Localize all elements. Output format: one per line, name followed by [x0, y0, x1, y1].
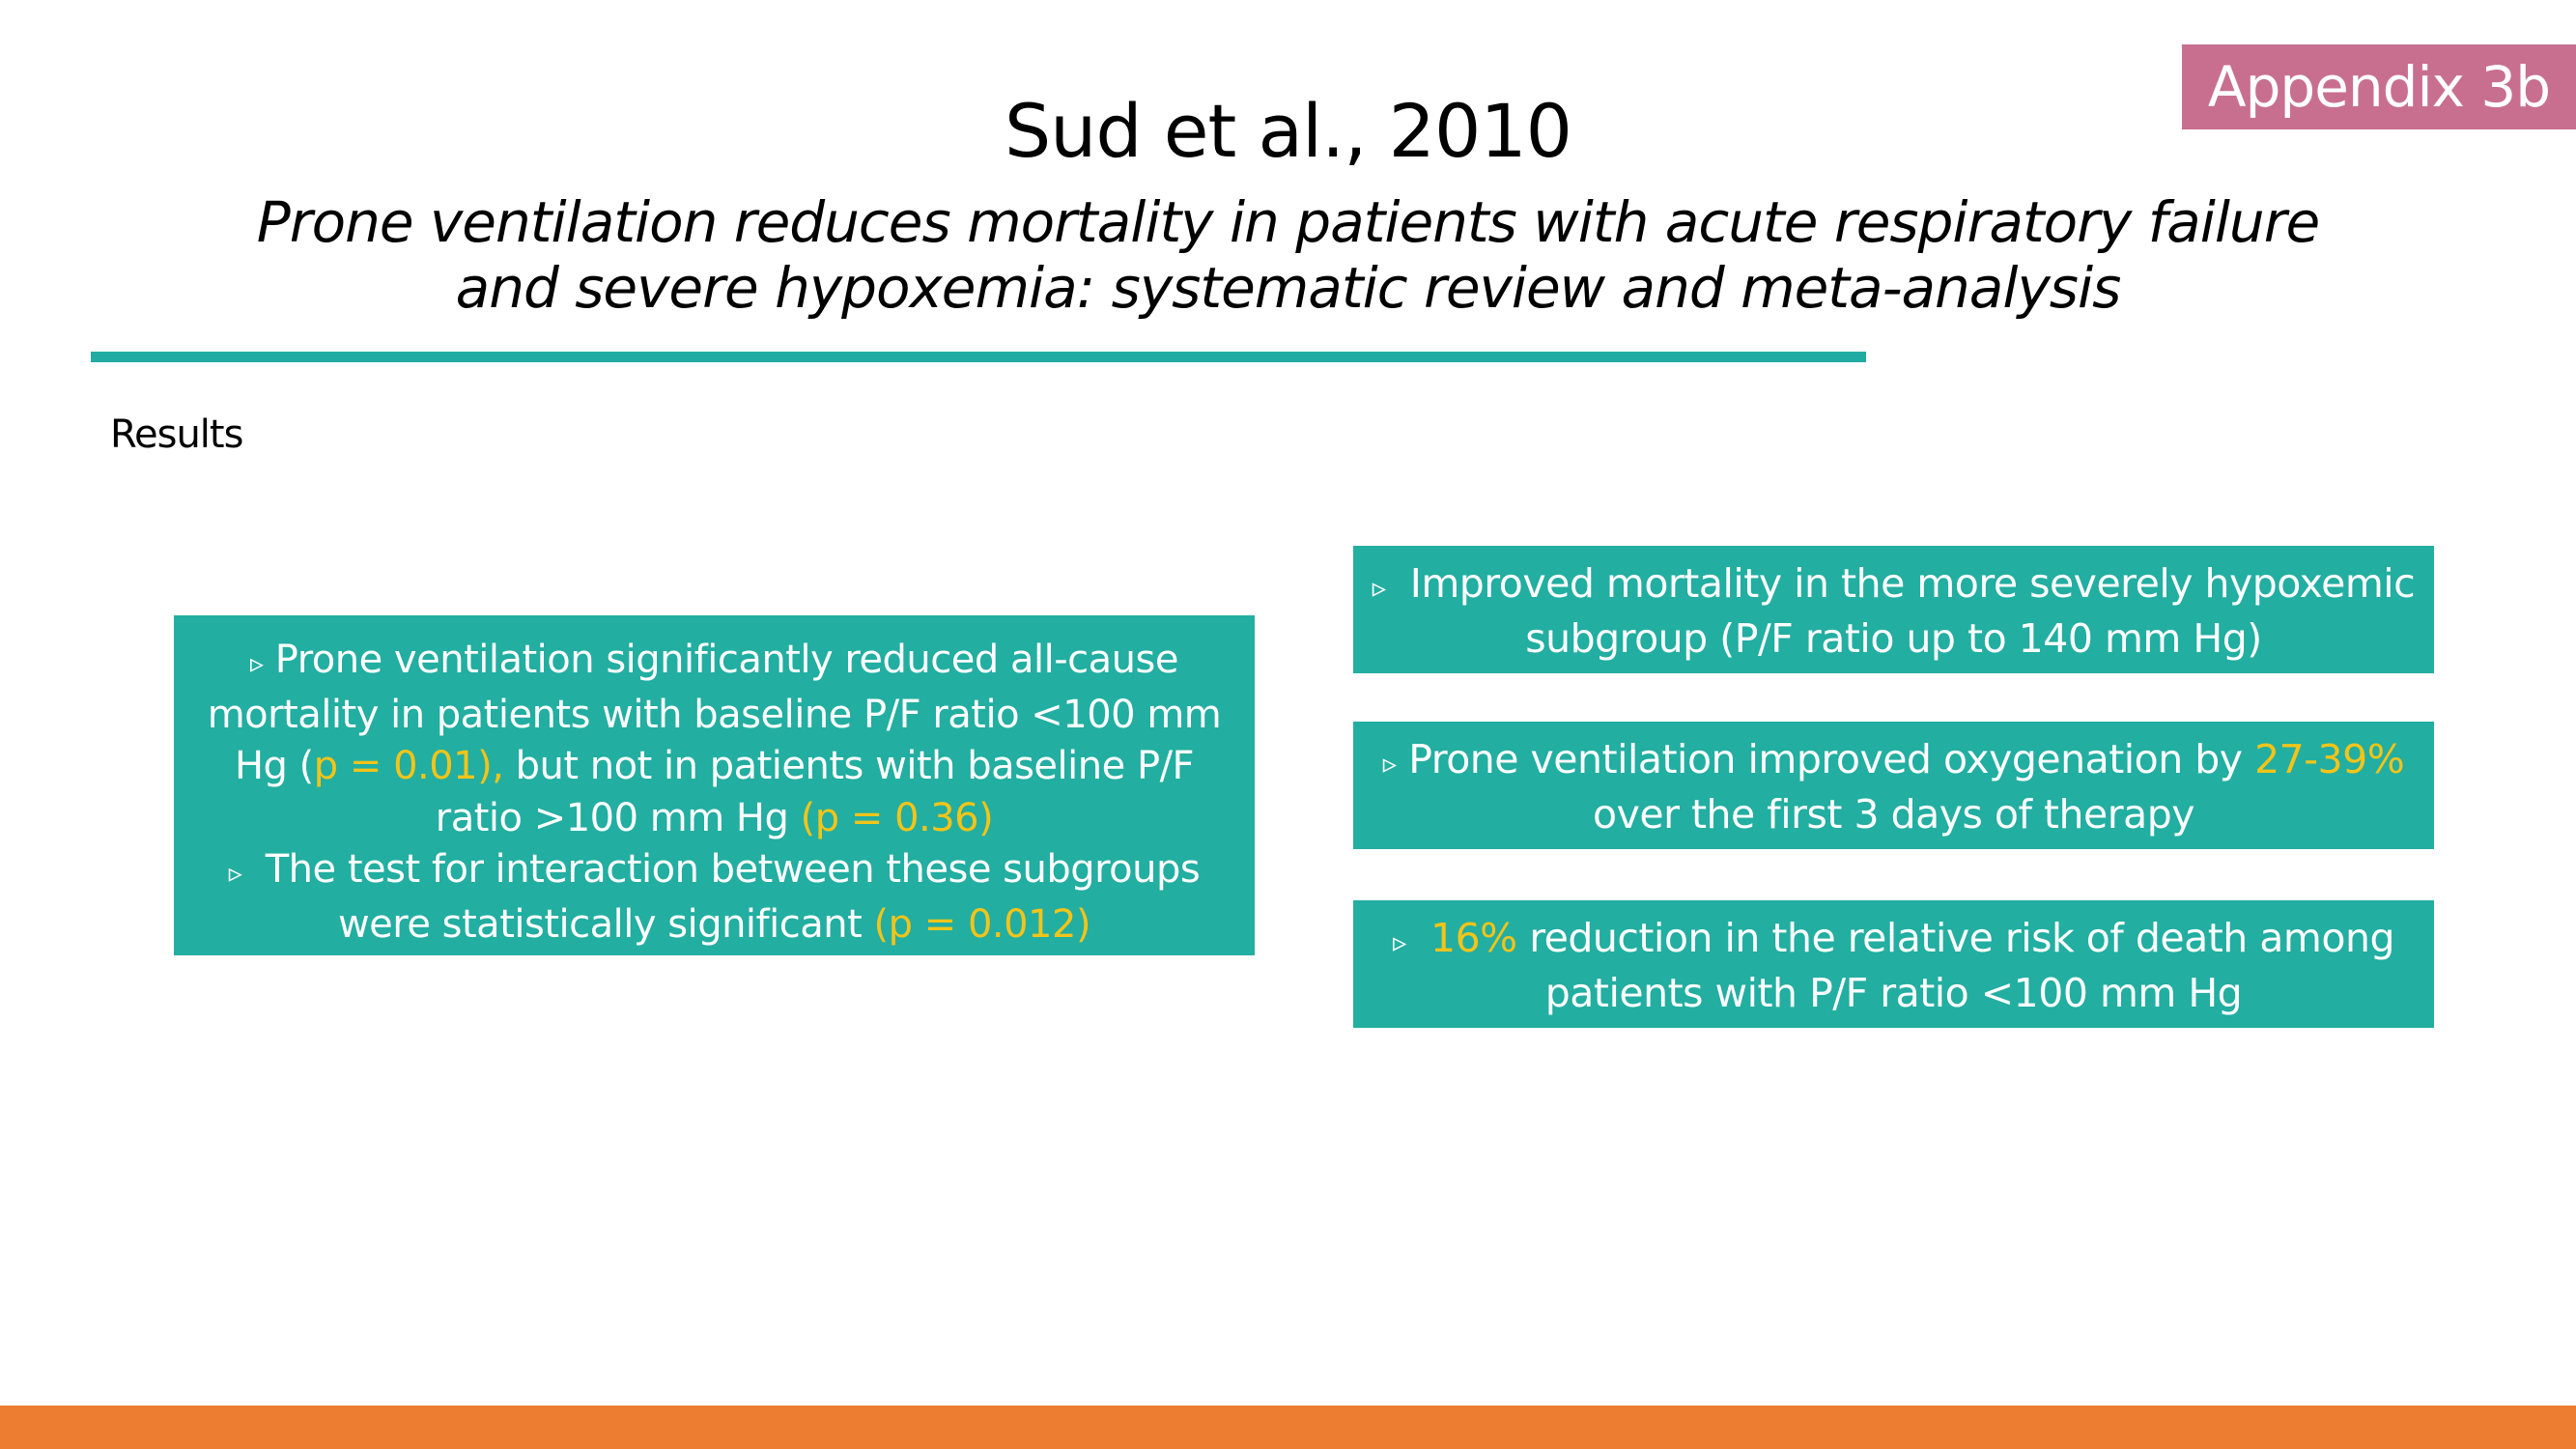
box-text: Prone ventilation improved oxygenation b…: [1408, 736, 2255, 782]
box-line: were statistically significant (p = 0.01…: [174, 899, 1255, 952]
highlight-text: (p = 0.36): [800, 795, 994, 840]
title-divider: [91, 352, 1866, 362]
box-line: over the first 3 days of therapy: [1593, 791, 2194, 838]
box-text: Improved mortality in the more severely …: [1409, 560, 2416, 607]
box-line: ▹ Prone ventilation significantly reduce…: [174, 635, 1255, 690]
box-line: ▹ Improved mortality in the more severel…: [1353, 558, 2434, 613]
box-text: were statistically significant: [337, 901, 874, 947]
box-text: ratio >100 mm Hg: [435, 795, 801, 840]
slide-title: Sud et al., 2010: [1004, 88, 1572, 174]
section-label: Results: [110, 412, 243, 457]
box-text: Prone ventilation significantly reduced …: [274, 638, 1179, 682]
box-text: Hg (: [234, 744, 314, 788]
bullet-icon: ▹: [1372, 571, 1386, 604]
footer-bar: [0, 1406, 2576, 1449]
box-line: patients with P/F ratio <100 mm Hg: [1544, 970, 2243, 1016]
box-line: subgroup (P/F ratio up to 140 mm Hg): [1525, 615, 2262, 662]
appendix-badge: Appendix 3b: [2182, 44, 2576, 129]
bullet-icon: ▹: [1393, 925, 1406, 958]
results-box-risk: ▹ 16% reduction in the relative risk of …: [1353, 900, 2434, 1028]
highlight-text: p = 0.01),: [313, 744, 504, 788]
results-box-oxygenation: ▹ Prone ventilation improved oxygenation…: [1353, 722, 2434, 849]
subtitle-line: Prone ventilation reduces mortality in p…: [256, 189, 2320, 255]
results-box-main: ▹ Prone ventilation significantly reduce…: [174, 615, 1255, 955]
box-line: mortality in patients with baseline P/F …: [207, 692, 1222, 737]
box-text: reduction in the relative risk of death …: [1516, 915, 2394, 961]
box-line: ▹ Prone ventilation improved oxygenation…: [1353, 734, 2434, 789]
box-text: but not in patients with baseline P/F: [503, 744, 1195, 788]
bullet-icon: ▹: [1382, 747, 1397, 780]
bullet-icon: ▹: [228, 857, 242, 889]
highlight-text: 27-39%: [2254, 736, 2405, 782]
box-line: ▹ 16% reduction in the relative risk of …: [1353, 913, 2434, 968]
highlight-text: (p = 0.012): [873, 901, 1091, 947]
box-line: ▹ The test for interaction between these…: [174, 844, 1255, 899]
bullet-icon: ▹: [250, 647, 264, 679]
subtitle-line: and severe hypoxemia: systematic review …: [455, 255, 2122, 321]
box-line: ratio >100 mm Hg (p = 0.36): [174, 793, 1255, 845]
box-text: The test for interaction between these s…: [265, 847, 1201, 892]
results-box-mortality: ▹ Improved mortality in the more severel…: [1353, 546, 2434, 673]
box-line: Hg (p = 0.01), but not in patients with …: [174, 741, 1255, 793]
slide-subtitle: Prone ventilation reduces mortality in p…: [0, 189, 2576, 321]
highlight-text: 16%: [1430, 915, 1517, 961]
